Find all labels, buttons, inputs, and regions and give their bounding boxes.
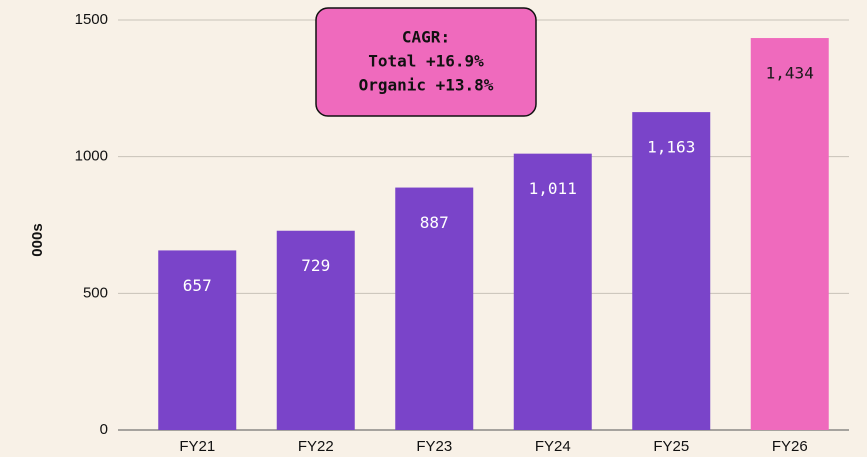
x-tick-label: FY21: [179, 438, 215, 455]
annotation-box: [315, 7, 537, 117]
annotation-text: CAGR:: [402, 28, 450, 47]
data-label: 1,011: [529, 179, 577, 198]
bar: [276, 230, 355, 430]
bar: [632, 112, 711, 430]
annotation-text: Organic +13.8%: [359, 76, 494, 95]
y-tick-label: 0: [100, 421, 108, 438]
x-tick-label: FY22: [298, 438, 334, 455]
data-label: 657: [183, 276, 212, 295]
y-tick-label: 1000: [75, 148, 108, 165]
x-tick-label: FY24: [535, 438, 571, 455]
data-label: 729: [301, 256, 330, 275]
x-tick-label: FY26: [772, 438, 808, 455]
data-label: 1,163: [647, 138, 695, 157]
y-tick-label: 500: [83, 284, 108, 301]
bar: [395, 187, 474, 430]
y-axis-label: 000s: [29, 223, 46, 256]
bar: [750, 38, 829, 430]
bar: [158, 250, 237, 430]
bar: [513, 153, 592, 430]
x-tick-label: FY23: [416, 438, 452, 455]
annotation-text: Total +16.9%: [368, 52, 484, 71]
y-tick-label: 1500: [75, 11, 108, 28]
x-tick-label: FY25: [653, 438, 689, 455]
data-label: 887: [420, 213, 449, 232]
data-label: 1,434: [766, 64, 814, 83]
